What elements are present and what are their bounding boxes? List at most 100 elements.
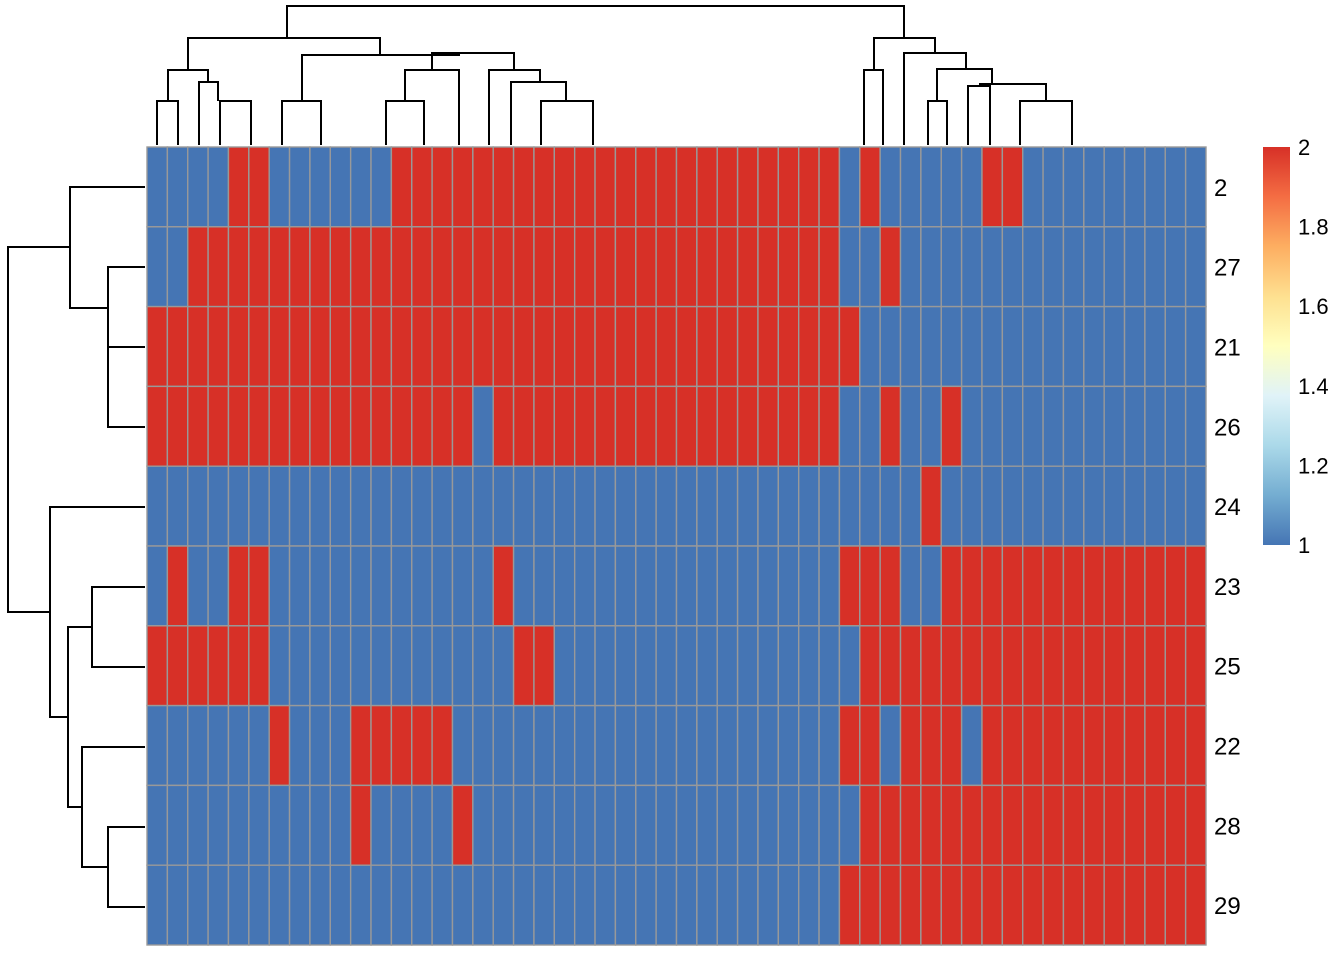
heatmap-cell — [207, 146, 230, 228]
heatmap-cell — [1001, 545, 1024, 627]
heatmap-cell — [1062, 146, 1085, 228]
heatmap-cell — [390, 864, 413, 946]
dendrogram-branch — [107, 826, 145, 908]
dendrogram-branch — [49, 506, 145, 718]
heatmap-cell — [940, 226, 963, 308]
heatmap-cell — [675, 465, 698, 547]
heatmap-cell — [797, 385, 820, 467]
legend-tick-label: 1.8 — [1298, 215, 1329, 240]
heatmap-cell — [736, 625, 759, 707]
heatmap-cell — [1022, 385, 1044, 467]
row-label: 28 — [1214, 813, 1241, 840]
color-legend: 2 1.8 1.6 1.4 1.2 1 — [1263, 135, 1329, 558]
heatmap-cell — [1164, 146, 1187, 228]
heatmap-cell — [940, 784, 963, 866]
heatmap-cell — [879, 226, 902, 308]
heatmap-cell — [451, 704, 474, 787]
heatmap-cell — [960, 704, 983, 787]
heatmap-cell — [797, 625, 820, 707]
row-label: 22 — [1214, 734, 1241, 761]
heatmap-cell — [859, 784, 881, 866]
heatmap-cell — [268, 704, 291, 787]
heatmap-cell — [1022, 864, 1044, 946]
heatmap-cell — [1062, 385, 1085, 467]
heatmap-cell — [655, 385, 678, 467]
heatmap-cell — [879, 146, 902, 228]
heatmap-cell — [1062, 625, 1085, 707]
heatmap-cell — [411, 305, 433, 388]
heatmap-cell — [248, 385, 270, 467]
heatmap-cell — [594, 784, 617, 866]
heatmap-cell — [492, 146, 515, 228]
legend-tick-label: 1 — [1298, 533, 1310, 558]
heatmap-cell — [187, 625, 209, 707]
heatmap-cell — [675, 864, 698, 946]
heatmap-cell — [309, 226, 331, 308]
heatmap-cell — [227, 545, 250, 627]
heatmap-cell — [227, 226, 250, 308]
heatmap-cell — [1184, 625, 1207, 707]
heatmap-cell — [920, 704, 942, 787]
heatmap-cell — [1184, 864, 1207, 946]
heatmap-cell — [960, 146, 983, 228]
heatmap-cell — [431, 305, 454, 388]
row-label: 21 — [1214, 335, 1241, 362]
heatmap-cell — [1001, 305, 1024, 388]
heatmap-cell — [472, 465, 494, 547]
heatmap-cell — [1144, 784, 1166, 866]
heatmap-cell — [1083, 146, 1105, 228]
heatmap-cell — [390, 625, 413, 707]
heatmap-cell — [187, 146, 209, 228]
legend-ticks: 2 1.8 1.6 1.4 1.2 1 — [1298, 135, 1329, 558]
heatmap-cell — [675, 545, 698, 627]
heatmap-cell — [757, 385, 780, 467]
heatmap-cell — [1022, 226, 1044, 308]
heatmap-cell — [411, 784, 433, 866]
heatmap-cell — [187, 704, 209, 787]
heatmap-cell — [288, 226, 311, 308]
heatmap-cell — [1144, 864, 1166, 946]
heatmap-cell — [777, 625, 800, 707]
heatmap-cell — [777, 305, 800, 388]
heatmap-cell — [329, 146, 352, 228]
heatmap-cell — [981, 465, 1004, 547]
heatmap-cell — [675, 625, 698, 707]
heatmap-cell — [329, 864, 352, 946]
heatmap-cell — [797, 465, 820, 547]
heatmap-cell — [879, 625, 902, 707]
heatmap-cell — [675, 385, 698, 467]
heatmap-cell — [899, 385, 922, 467]
heatmap-cell — [716, 226, 739, 308]
heatmap-cell — [573, 146, 596, 228]
heatmap-cell — [1062, 864, 1085, 946]
heatmap-cell — [329, 784, 352, 866]
heatmap-cell — [533, 305, 556, 388]
heatmap-cell — [777, 385, 800, 467]
heatmap-cell — [268, 465, 291, 547]
heatmap-cell — [166, 704, 189, 787]
heatmap-cell — [1123, 146, 1146, 228]
heatmap-cell — [411, 146, 433, 228]
heatmap-cell — [451, 465, 474, 547]
heatmap-cell — [696, 465, 718, 547]
heatmap-cell — [716, 784, 739, 866]
heatmap-cell — [614, 385, 637, 467]
dendrogram-branch — [979, 83, 1047, 101]
heatmap-cell — [655, 545, 678, 627]
heatmap-cell — [879, 545, 902, 627]
row-labels: 2 27 21 26 24 23 25 22 28 29 — [1214, 175, 1241, 920]
row-label: 23 — [1214, 574, 1241, 601]
heatmap-cell — [329, 385, 352, 467]
heatmap-cell — [166, 465, 189, 547]
heatmap-cell — [797, 146, 820, 228]
heatmap-cell — [960, 305, 983, 388]
heatmap-cell — [451, 385, 474, 467]
dendrogram-branch — [167, 69, 209, 101]
heatmap-cell — [838, 146, 861, 228]
heatmap-cell — [1123, 545, 1146, 627]
heatmap-cell — [492, 704, 515, 787]
heatmap-cell — [451, 625, 474, 707]
heatmap-cell — [838, 226, 861, 308]
heatmap-cell — [573, 305, 596, 388]
